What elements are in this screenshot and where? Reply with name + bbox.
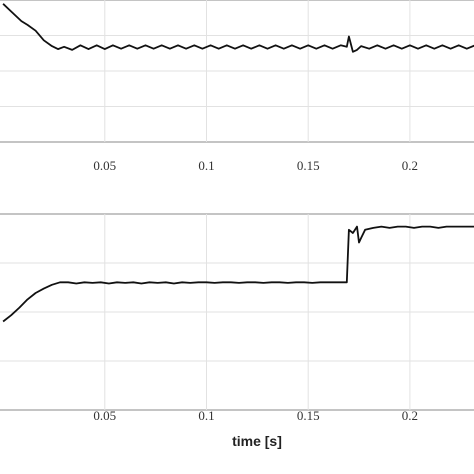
x-tick-label: 0.2	[402, 158, 418, 173]
bottom-grid	[0, 214, 474, 410]
top-x-tick-labels: 0.05 0.1 0.15 0.2	[93, 158, 418, 173]
x-tick-label: 0.1	[198, 158, 214, 173]
x-tick-label: 0.1	[198, 408, 214, 423]
x-tick-label: 0.2	[402, 408, 418, 423]
x-tick-label: 0.05	[93, 408, 116, 423]
top-axes: 0.05 0.1 0.15 0.2	[0, 0, 474, 173]
top-grid	[0, 0, 474, 142]
x-tick-label: 0.05	[93, 158, 116, 173]
top-series-line	[2, 3, 474, 53]
bottom-x-tick-labels: 0.05 0.1 0.15 0.2	[93, 408, 418, 423]
bottom-axes: 0.05 0.1 0.15 0.2 time [s]	[0, 213, 474, 449]
x-tick-label: 0.15	[297, 408, 320, 423]
x-tick-label: 0.15	[297, 158, 320, 173]
bottom-series-line	[2, 225, 474, 323]
bottom-x-axis-label: time [s]	[232, 433, 282, 449]
